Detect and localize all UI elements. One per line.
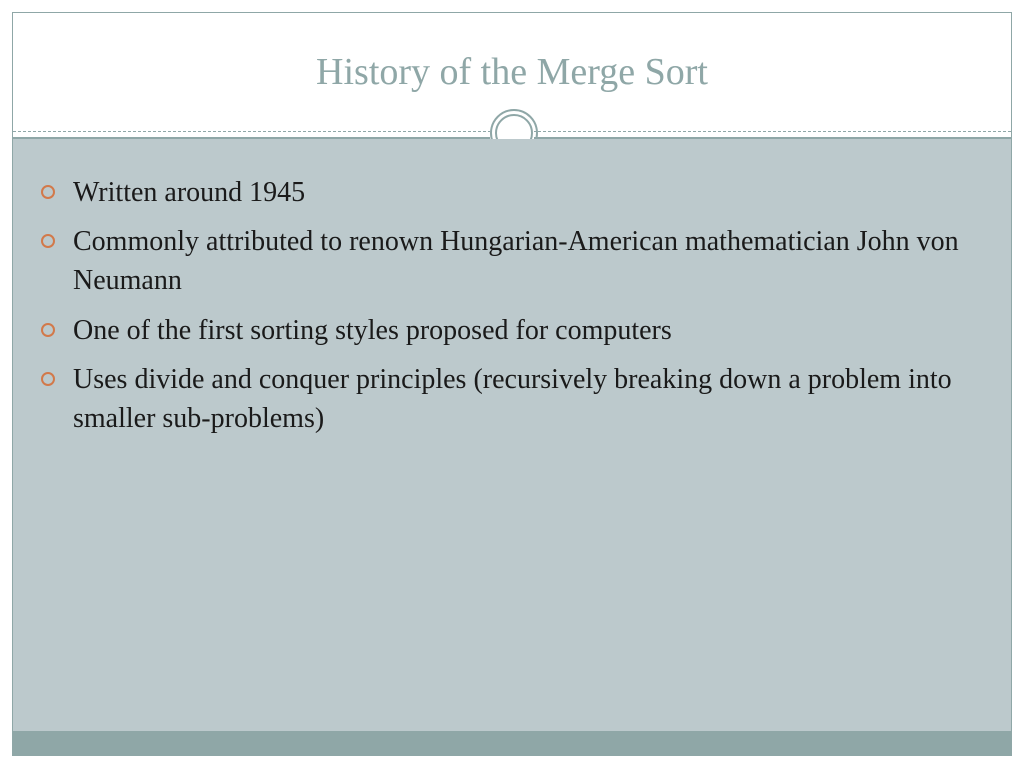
slide-container: History of the Merge Sort Written around… xyxy=(12,12,1012,756)
list-item: Written around 1945 xyxy=(69,173,971,212)
body-area: Written around 1945 Commonly attributed … xyxy=(13,139,1011,731)
list-item: One of the first sorting styles proposed… xyxy=(69,311,971,350)
list-item: Uses divide and conquer principles (recu… xyxy=(69,360,971,438)
slide-title: History of the Merge Sort xyxy=(316,50,708,94)
bottom-accent-bar xyxy=(13,731,1011,755)
bullet-list: Written around 1945 Commonly attributed … xyxy=(69,173,971,438)
list-item: Commonly attributed to renown Hungarian-… xyxy=(69,222,971,300)
